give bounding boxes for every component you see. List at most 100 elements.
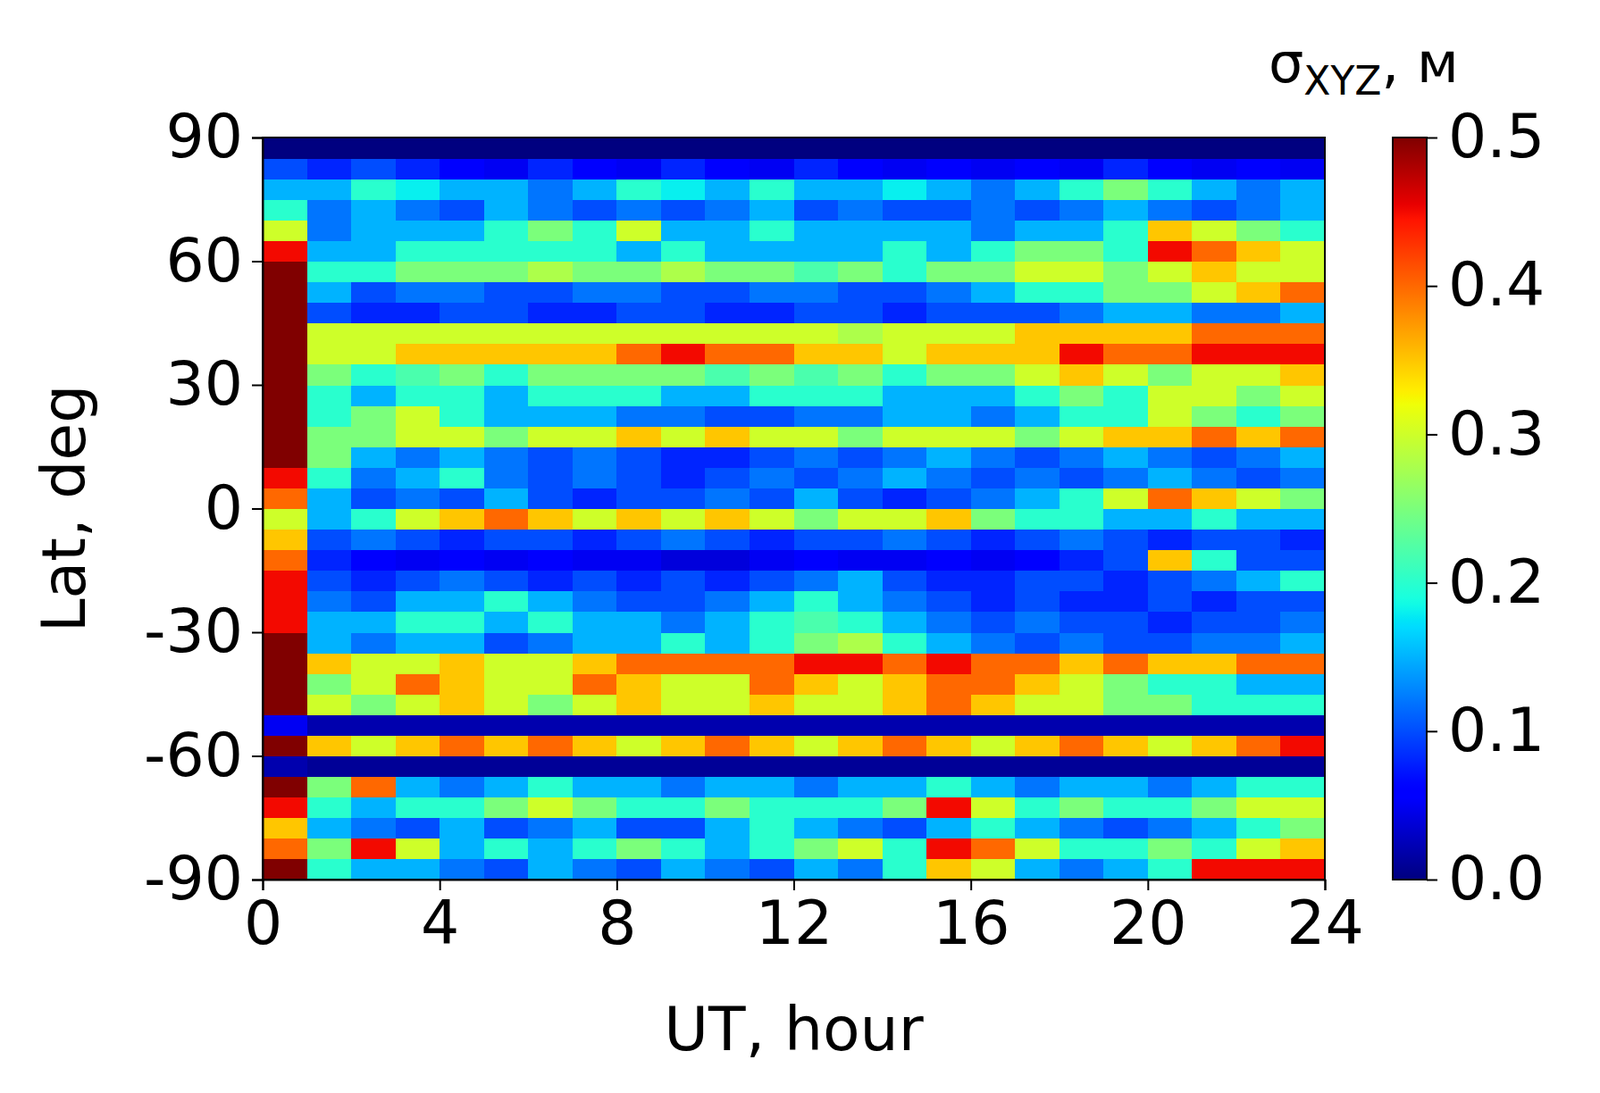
heatmap-cell (882, 859, 928, 880)
heatmap-cell (527, 137, 573, 160)
heatmap-cell (307, 343, 352, 366)
heatmap-cell (661, 714, 706, 737)
heatmap-cell (1191, 777, 1237, 799)
heatmap-cell (527, 714, 573, 737)
heatmap-cell (1236, 178, 1282, 201)
tick-label: 16 (932, 887, 1011, 959)
heatmap-cell (572, 199, 618, 221)
tick: 8 (597, 879, 637, 959)
heatmap-cell (1014, 323, 1060, 345)
heatmap-cell (1147, 302, 1193, 325)
heatmap-cell (1236, 364, 1282, 386)
heatmap-cell (616, 591, 662, 613)
heatmap-cell (527, 797, 573, 820)
heatmap-cell (351, 487, 396, 510)
heatmap-cell (439, 818, 485, 840)
heatmap-cell (1236, 818, 1282, 840)
heatmap-cell (837, 797, 883, 820)
heatmap-cell (1147, 509, 1193, 531)
heatmap-cell (572, 261, 618, 284)
heatmap-cell (484, 632, 529, 654)
tick: 0.1 (1426, 695, 1545, 766)
heatmap-cell (1236, 219, 1282, 242)
heatmap-cell (616, 673, 662, 696)
heatmap-cell (882, 137, 928, 160)
heatmap-cell (794, 302, 839, 325)
tick-mark (251, 260, 263, 263)
heatmap-cell (262, 509, 308, 531)
heatmap-cell (1014, 694, 1060, 716)
tick-mark (251, 879, 263, 882)
heatmap-cell (616, 405, 662, 428)
heatmap-cell (616, 219, 662, 242)
heatmap-cell (1059, 385, 1105, 407)
heatmap-cell (794, 818, 839, 840)
heatmap-cell (1191, 385, 1237, 407)
heatmap-cell (1103, 735, 1148, 757)
heatmap-cell (1147, 405, 1193, 428)
colorbar (1392, 137, 1427, 880)
heatmap-cell (439, 632, 485, 654)
heatmap-cell (439, 777, 485, 799)
heatmap-cell (527, 673, 573, 696)
heatmap-cell (704, 426, 750, 448)
heatmap-cell (882, 632, 928, 654)
heatmap-cell (1147, 797, 1193, 820)
heatmap-cell (616, 529, 662, 552)
heatmap-cell (616, 426, 662, 448)
heatmap-cell (395, 509, 441, 531)
heatmap-cell (794, 838, 839, 861)
heatmap-cell (307, 714, 352, 737)
heatmap-cell (439, 611, 485, 634)
heatmap-cell (1103, 219, 1148, 242)
heatmap-cell (926, 240, 972, 262)
heatmap-cell (926, 838, 972, 861)
colorbar-title-subscript: XYZ (1303, 58, 1382, 104)
heatmap-cell (794, 261, 839, 284)
heatmap-cell (439, 137, 485, 160)
heatmap-cell (262, 756, 308, 779)
heatmap-cell (882, 343, 928, 366)
heatmap-cell (307, 653, 352, 675)
heatmap-cell (1014, 302, 1060, 325)
heatmap-cell (1014, 261, 1060, 284)
heatmap-cell (749, 550, 795, 572)
heatmap-cell (749, 797, 795, 820)
heatmap-cell (1103, 673, 1148, 696)
heatmap-cell (1280, 467, 1325, 489)
heatmap-cell (1014, 405, 1060, 428)
heatmap-cell (794, 632, 839, 654)
heatmap-cell (837, 137, 883, 160)
heatmap-cell (837, 405, 883, 428)
heatmap-cell (572, 219, 618, 242)
heatmap-cell (439, 838, 485, 861)
heatmap-cell (882, 385, 928, 407)
heatmap-cell (794, 797, 839, 820)
heatmap-cell (794, 509, 839, 531)
heatmap-cell (307, 323, 352, 345)
heatmap-cell (971, 611, 1016, 634)
heatmap-cell (794, 859, 839, 880)
heatmap-cell (882, 158, 928, 180)
heatmap-cell (439, 158, 485, 180)
heatmap-cell (882, 550, 928, 572)
heatmap-cell (1191, 137, 1237, 160)
heatmap-cell (971, 178, 1016, 201)
heatmap-cell (484, 487, 529, 510)
heatmap-cell (1280, 199, 1325, 221)
heatmap-cell (484, 818, 529, 840)
heatmap-cell (351, 323, 396, 345)
heatmap-cell (307, 178, 352, 201)
heatmap-cell (794, 550, 839, 572)
heatmap-cell (351, 219, 396, 242)
heatmap-cell (527, 777, 573, 799)
heatmap-cell (527, 385, 573, 407)
heatmap-cell (1014, 385, 1060, 407)
heatmap-cell (1236, 859, 1282, 880)
heatmap-cell (262, 385, 308, 407)
heatmap-cell (1191, 343, 1237, 366)
heatmap-cell (395, 859, 441, 880)
heatmap-cell (616, 302, 662, 325)
y-axis: -90-60-300306090 (143, 100, 264, 914)
heatmap-cell (837, 282, 883, 304)
